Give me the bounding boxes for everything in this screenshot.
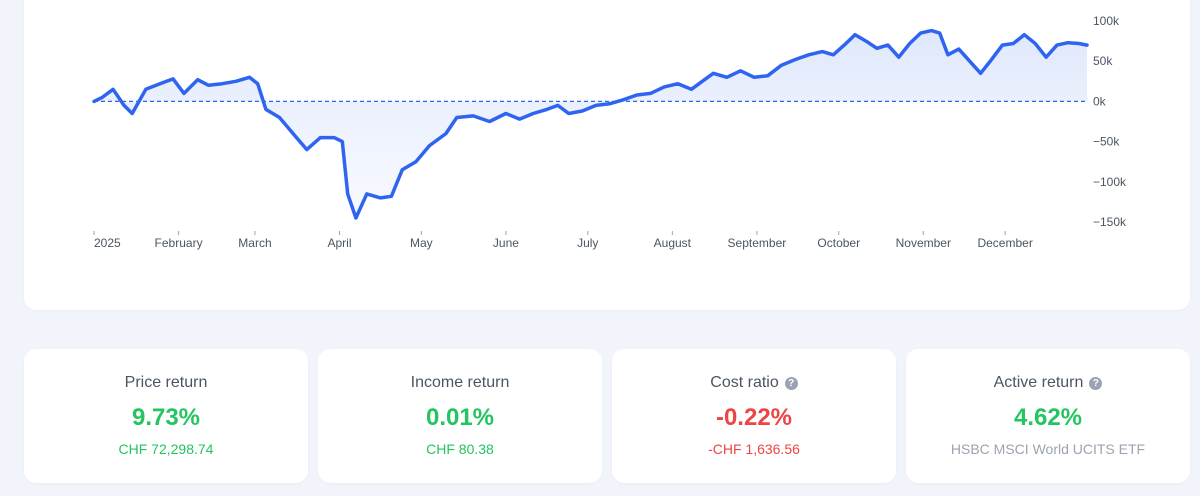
cost-ratio-value: -0.22% <box>715 404 793 431</box>
price-return-amount: CHF 72,298.74 <box>118 441 214 457</box>
x-tick-label: April <box>328 236 352 250</box>
x-tick-label: August <box>654 236 692 250</box>
income-return-label: Income return <box>410 374 510 391</box>
income-return-card: Income return 0.01% CHF 80.38 <box>318 349 602 483</box>
y-tick-label: −50k <box>1093 135 1120 149</box>
cost-ratio-card: Cost ratio? -0.22% -CHF 1,636.56 <box>612 349 896 483</box>
y-tick-label: −150k <box>1093 215 1127 229</box>
cost-ratio-label: Cost ratio <box>710 374 779 391</box>
x-tick-label: May <box>410 236 433 250</box>
series-area <box>94 30 1087 218</box>
performance-chart[interactable]: 2025 February March April May June July August S… <box>0 0 1200 300</box>
help-icon[interactable]: ? <box>784 376 798 390</box>
x-tick-label: December <box>977 236 1032 250</box>
active-return-card: Active return? 4.62% HSBC MSCI World UCI… <box>906 349 1190 483</box>
y-tick-label: 0k <box>1093 94 1107 108</box>
help-icon[interactable]: ? <box>1089 376 1103 390</box>
stats-row: Price return 9.73% CHF 72,298.74 Income … <box>24 349 1190 483</box>
y-tick-label: 50k <box>1093 54 1113 68</box>
x-tick-label: October <box>817 236 860 250</box>
active-return-value: 4.62% <box>1013 404 1083 431</box>
x-tick-label: September <box>728 236 787 250</box>
x-tick-label: June <box>493 236 519 250</box>
x-tick-label: March <box>238 236 271 250</box>
income-return-value: 0.01% <box>425 404 495 431</box>
x-tick-label: July <box>577 236 598 250</box>
price-return-label: Price return <box>124 374 208 391</box>
active-return-label: Active return <box>993 374 1084 391</box>
y-tick-label: −100k <box>1093 175 1127 189</box>
x-tick-label: 2025 <box>94 236 121 250</box>
series-line[interactable] <box>92 28 1089 220</box>
y-tick-label: 100k <box>1093 14 1120 28</box>
income-return-amount: CHF 80.38 <box>426 441 494 457</box>
cost-ratio-amount: -CHF 1,636.56 <box>708 441 800 457</box>
x-tick-label: November <box>896 236 951 250</box>
price-return-card: Price return 9.73% CHF 72,298.74 <box>24 349 308 483</box>
price-return-value: 9.73% <box>131 404 201 431</box>
active-return-benchmark: HSBC MSCI World UCITS ETF <box>950 441 1146 457</box>
x-tick-label: February <box>155 236 203 250</box>
